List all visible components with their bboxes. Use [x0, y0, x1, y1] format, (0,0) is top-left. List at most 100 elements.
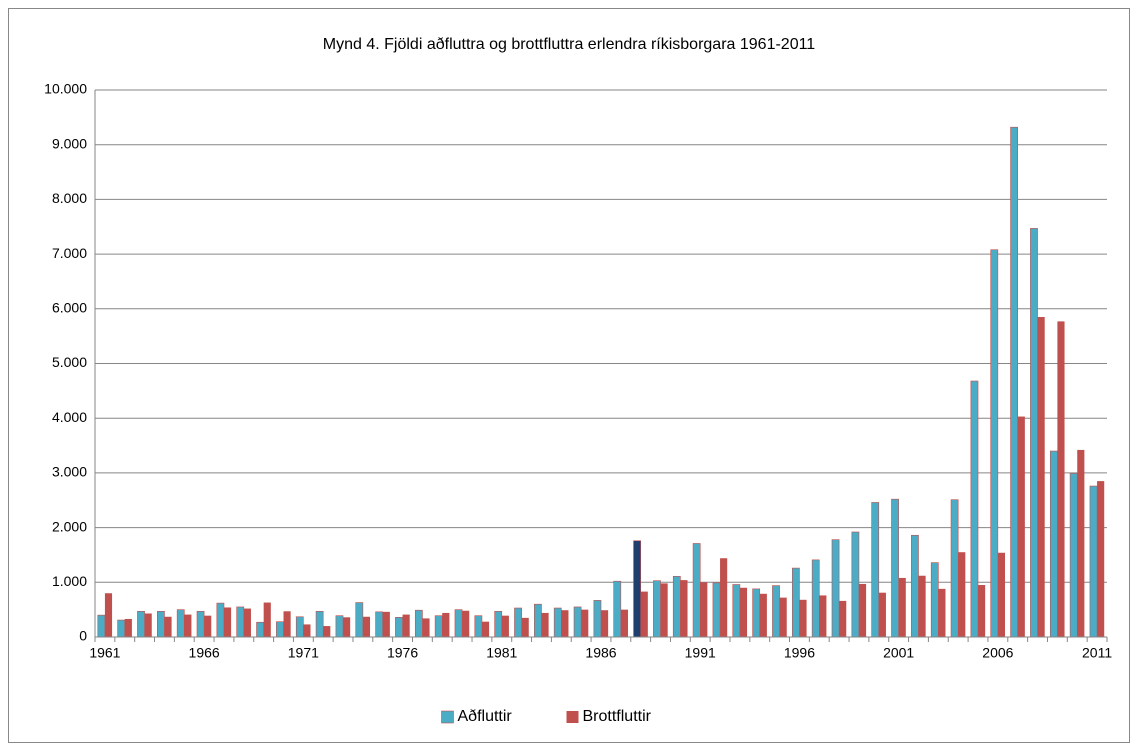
bar	[970, 380, 979, 638]
bar	[104, 593, 113, 637]
bar	[276, 621, 284, 638]
bar	[223, 607, 232, 637]
y-tick-label: 6.000	[52, 300, 87, 316]
bar	[772, 585, 780, 638]
bar	[1049, 450, 1058, 638]
bar	[124, 618, 132, 637]
bar	[1037, 317, 1045, 637]
bar	[375, 611, 384, 638]
bar	[474, 615, 483, 638]
bar	[620, 609, 628, 637]
bar	[204, 615, 212, 637]
x-tick-label: 2006	[982, 645, 1013, 661]
bar	[573, 606, 582, 638]
bar	[184, 614, 192, 637]
bar	[640, 591, 648, 637]
bar	[950, 499, 959, 638]
bar	[593, 600, 602, 638]
x-tick-label: 1971	[288, 645, 319, 661]
y-tick-label: 2.000	[52, 518, 87, 534]
bar	[819, 595, 827, 637]
bar	[997, 552, 1006, 637]
bar	[553, 607, 562, 638]
bar	[752, 588, 761, 638]
bar	[355, 602, 364, 638]
bar	[117, 619, 126, 638]
bar	[481, 621, 490, 637]
bar	[196, 610, 205, 638]
bar	[157, 610, 165, 638]
bar	[759, 593, 767, 637]
x-tick-label: 1996	[784, 645, 815, 661]
bar	[601, 610, 609, 637]
y-tick-label: 10.000	[44, 81, 87, 97]
bar	[442, 612, 450, 637]
bar	[362, 616, 371, 637]
y-tick-label: 5.000	[52, 354, 87, 370]
bar	[256, 621, 264, 638]
y-tick-label: 4.000	[52, 409, 87, 425]
legend-swatch	[441, 710, 454, 724]
x-tick-label: 1991	[685, 645, 716, 661]
bar	[1017, 416, 1025, 637]
bar	[1057, 321, 1065, 637]
x-tick-label: 1961	[89, 645, 120, 661]
x-tick-label: 2001	[883, 645, 914, 661]
x-tick-label: 2011	[1082, 645, 1112, 661]
bar	[839, 600, 847, 637]
bar	[938, 588, 946, 637]
y-tick-label: 7.000	[52, 245, 87, 261]
chart-title: Mynd 4. Fjöldi aðfluttra og brottfluttra…	[323, 36, 816, 53]
bar	[918, 575, 926, 637]
legend-swatch	[566, 711, 579, 723]
bar	[295, 616, 304, 638]
bar	[494, 610, 503, 638]
bar	[911, 534, 919, 638]
bar	[799, 599, 807, 637]
bar	[732, 584, 741, 638]
bar	[243, 608, 251, 637]
bar	[978, 585, 986, 637]
bar	[660, 583, 668, 637]
bar	[811, 559, 820, 638]
bar	[521, 617, 529, 637]
bar	[672, 575, 681, 638]
bar	[878, 592, 886, 637]
bar	[712, 582, 721, 638]
bar	[791, 567, 800, 638]
bar	[692, 543, 701, 638]
x-tick-label: 1981	[486, 645, 517, 661]
bar	[891, 498, 899, 638]
bar	[144, 613, 152, 637]
bar	[422, 618, 430, 637]
legend-label: Aðfluttir	[458, 708, 513, 725]
x-tick-label: 1976	[387, 645, 418, 661]
bar	[164, 616, 172, 637]
legend-label: Brottfluttir	[583, 708, 652, 725]
bar	[137, 610, 145, 638]
bar	[831, 539, 840, 638]
bar	[1077, 449, 1085, 637]
bar	[395, 617, 403, 638]
bar	[851, 531, 860, 638]
bar	[343, 617, 351, 637]
x-tick-label: 1986	[585, 645, 616, 661]
bar	[561, 610, 569, 637]
bar	[1030, 228, 1038, 638]
bar	[315, 610, 324, 638]
bar	[541, 612, 549, 637]
bar	[958, 552, 966, 637]
bar	[930, 562, 939, 638]
bar	[303, 624, 311, 637]
bar	[236, 606, 245, 638]
bar	[402, 614, 410, 637]
x-tick-label: 1966	[189, 645, 220, 661]
bar	[263, 602, 271, 637]
bar	[434, 615, 443, 638]
bar	[1097, 481, 1105, 637]
bar	[633, 540, 641, 638]
bar	[323, 626, 331, 637]
bar	[653, 580, 661, 638]
bar	[1089, 485, 1098, 638]
